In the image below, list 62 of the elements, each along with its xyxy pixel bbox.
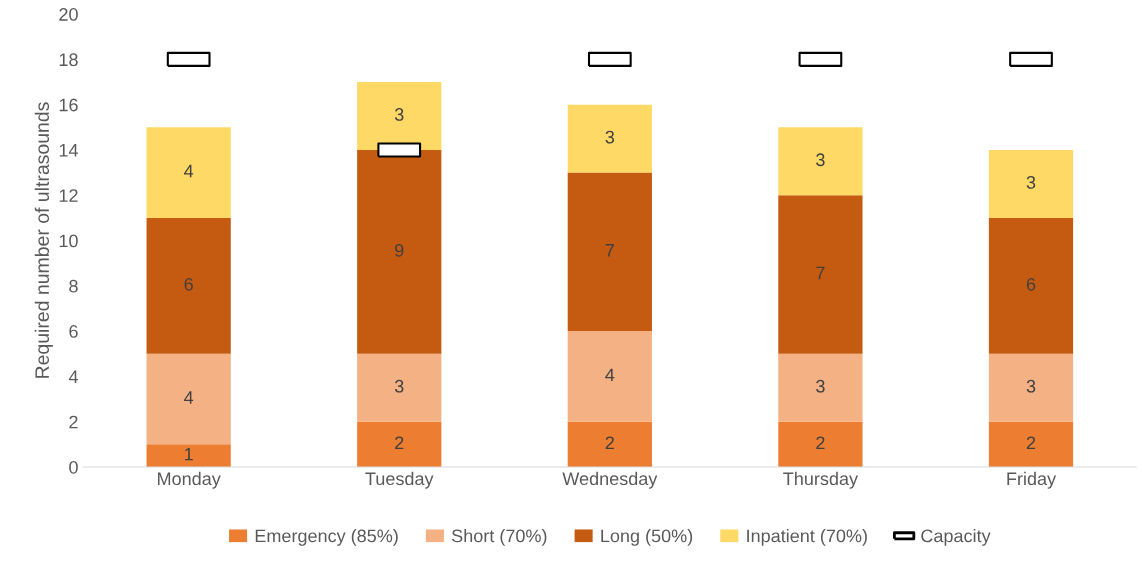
data-label: 3 xyxy=(394,108,404,121)
bar xyxy=(357,421,442,467)
data-label: 2 xyxy=(816,436,825,450)
legend-label: Inpatient (70%) xyxy=(747,529,867,546)
y-tick-label: 2 xyxy=(69,415,78,429)
y-axis-title: Required number of ultrasounds xyxy=(34,102,53,378)
bar xyxy=(778,353,863,422)
data-label: 3 xyxy=(1026,176,1036,189)
x-tick-label: Wednesday xyxy=(562,471,658,489)
legend-label: Long (50%) xyxy=(601,529,693,546)
y-tick-label: 6 xyxy=(69,325,78,338)
bar xyxy=(146,444,231,467)
bar xyxy=(778,127,863,196)
bar xyxy=(146,127,231,218)
bar xyxy=(988,353,1074,422)
data-label: 4 xyxy=(184,391,194,404)
legend-label: Emergency (85%) xyxy=(255,529,398,546)
y-tick-label: 4 xyxy=(68,370,78,383)
bar xyxy=(567,421,652,467)
y-tick-label: 10 xyxy=(59,234,78,248)
bar xyxy=(146,353,231,445)
data-label: 3 xyxy=(1026,379,1036,393)
legend-label: Capacity xyxy=(921,529,991,546)
data-label: 3 xyxy=(816,153,825,167)
bar xyxy=(146,217,231,354)
data-label: 3 xyxy=(394,379,404,393)
data-label: 3 xyxy=(605,130,615,144)
y-tick-label: 20 xyxy=(59,8,78,21)
x-tick-label: Monday xyxy=(158,471,221,489)
bar xyxy=(988,149,1074,218)
data-label: 2 xyxy=(605,436,614,450)
bar xyxy=(357,353,442,422)
data-label: 9 xyxy=(395,243,404,257)
y-tick-label: 16 xyxy=(59,98,78,112)
x-tick-label: Thursday xyxy=(783,471,859,489)
data-label: 2 xyxy=(395,436,404,450)
bar xyxy=(567,104,652,173)
bar xyxy=(567,172,652,332)
data-label: 6 xyxy=(184,277,193,291)
bar xyxy=(357,82,442,150)
legend-label: Short (70%) xyxy=(452,529,547,546)
bar xyxy=(988,217,1074,354)
data-label: 1 xyxy=(185,447,193,461)
data-label: 2 xyxy=(1026,436,1036,450)
bar xyxy=(988,421,1074,467)
y-tick-label: 18 xyxy=(59,53,78,67)
data-label: 6 xyxy=(1026,277,1036,291)
y-tick-label: 0 xyxy=(69,460,78,474)
bar xyxy=(778,421,863,467)
y-tick-label: 8 xyxy=(69,279,78,293)
data-label: 3 xyxy=(816,379,825,393)
bar xyxy=(778,195,863,354)
data-label: 7 xyxy=(605,244,614,257)
x-tick-label: Tuesday xyxy=(365,471,434,489)
bar xyxy=(567,331,652,422)
x-tick-label: Friday xyxy=(1007,471,1057,489)
y-tick-label: 14 xyxy=(59,144,78,157)
data-label: 4 xyxy=(184,164,194,178)
data-label: 7 xyxy=(816,266,825,280)
y-tick-label: 12 xyxy=(59,189,78,202)
bar xyxy=(357,149,442,354)
data-label: 4 xyxy=(605,368,615,382)
